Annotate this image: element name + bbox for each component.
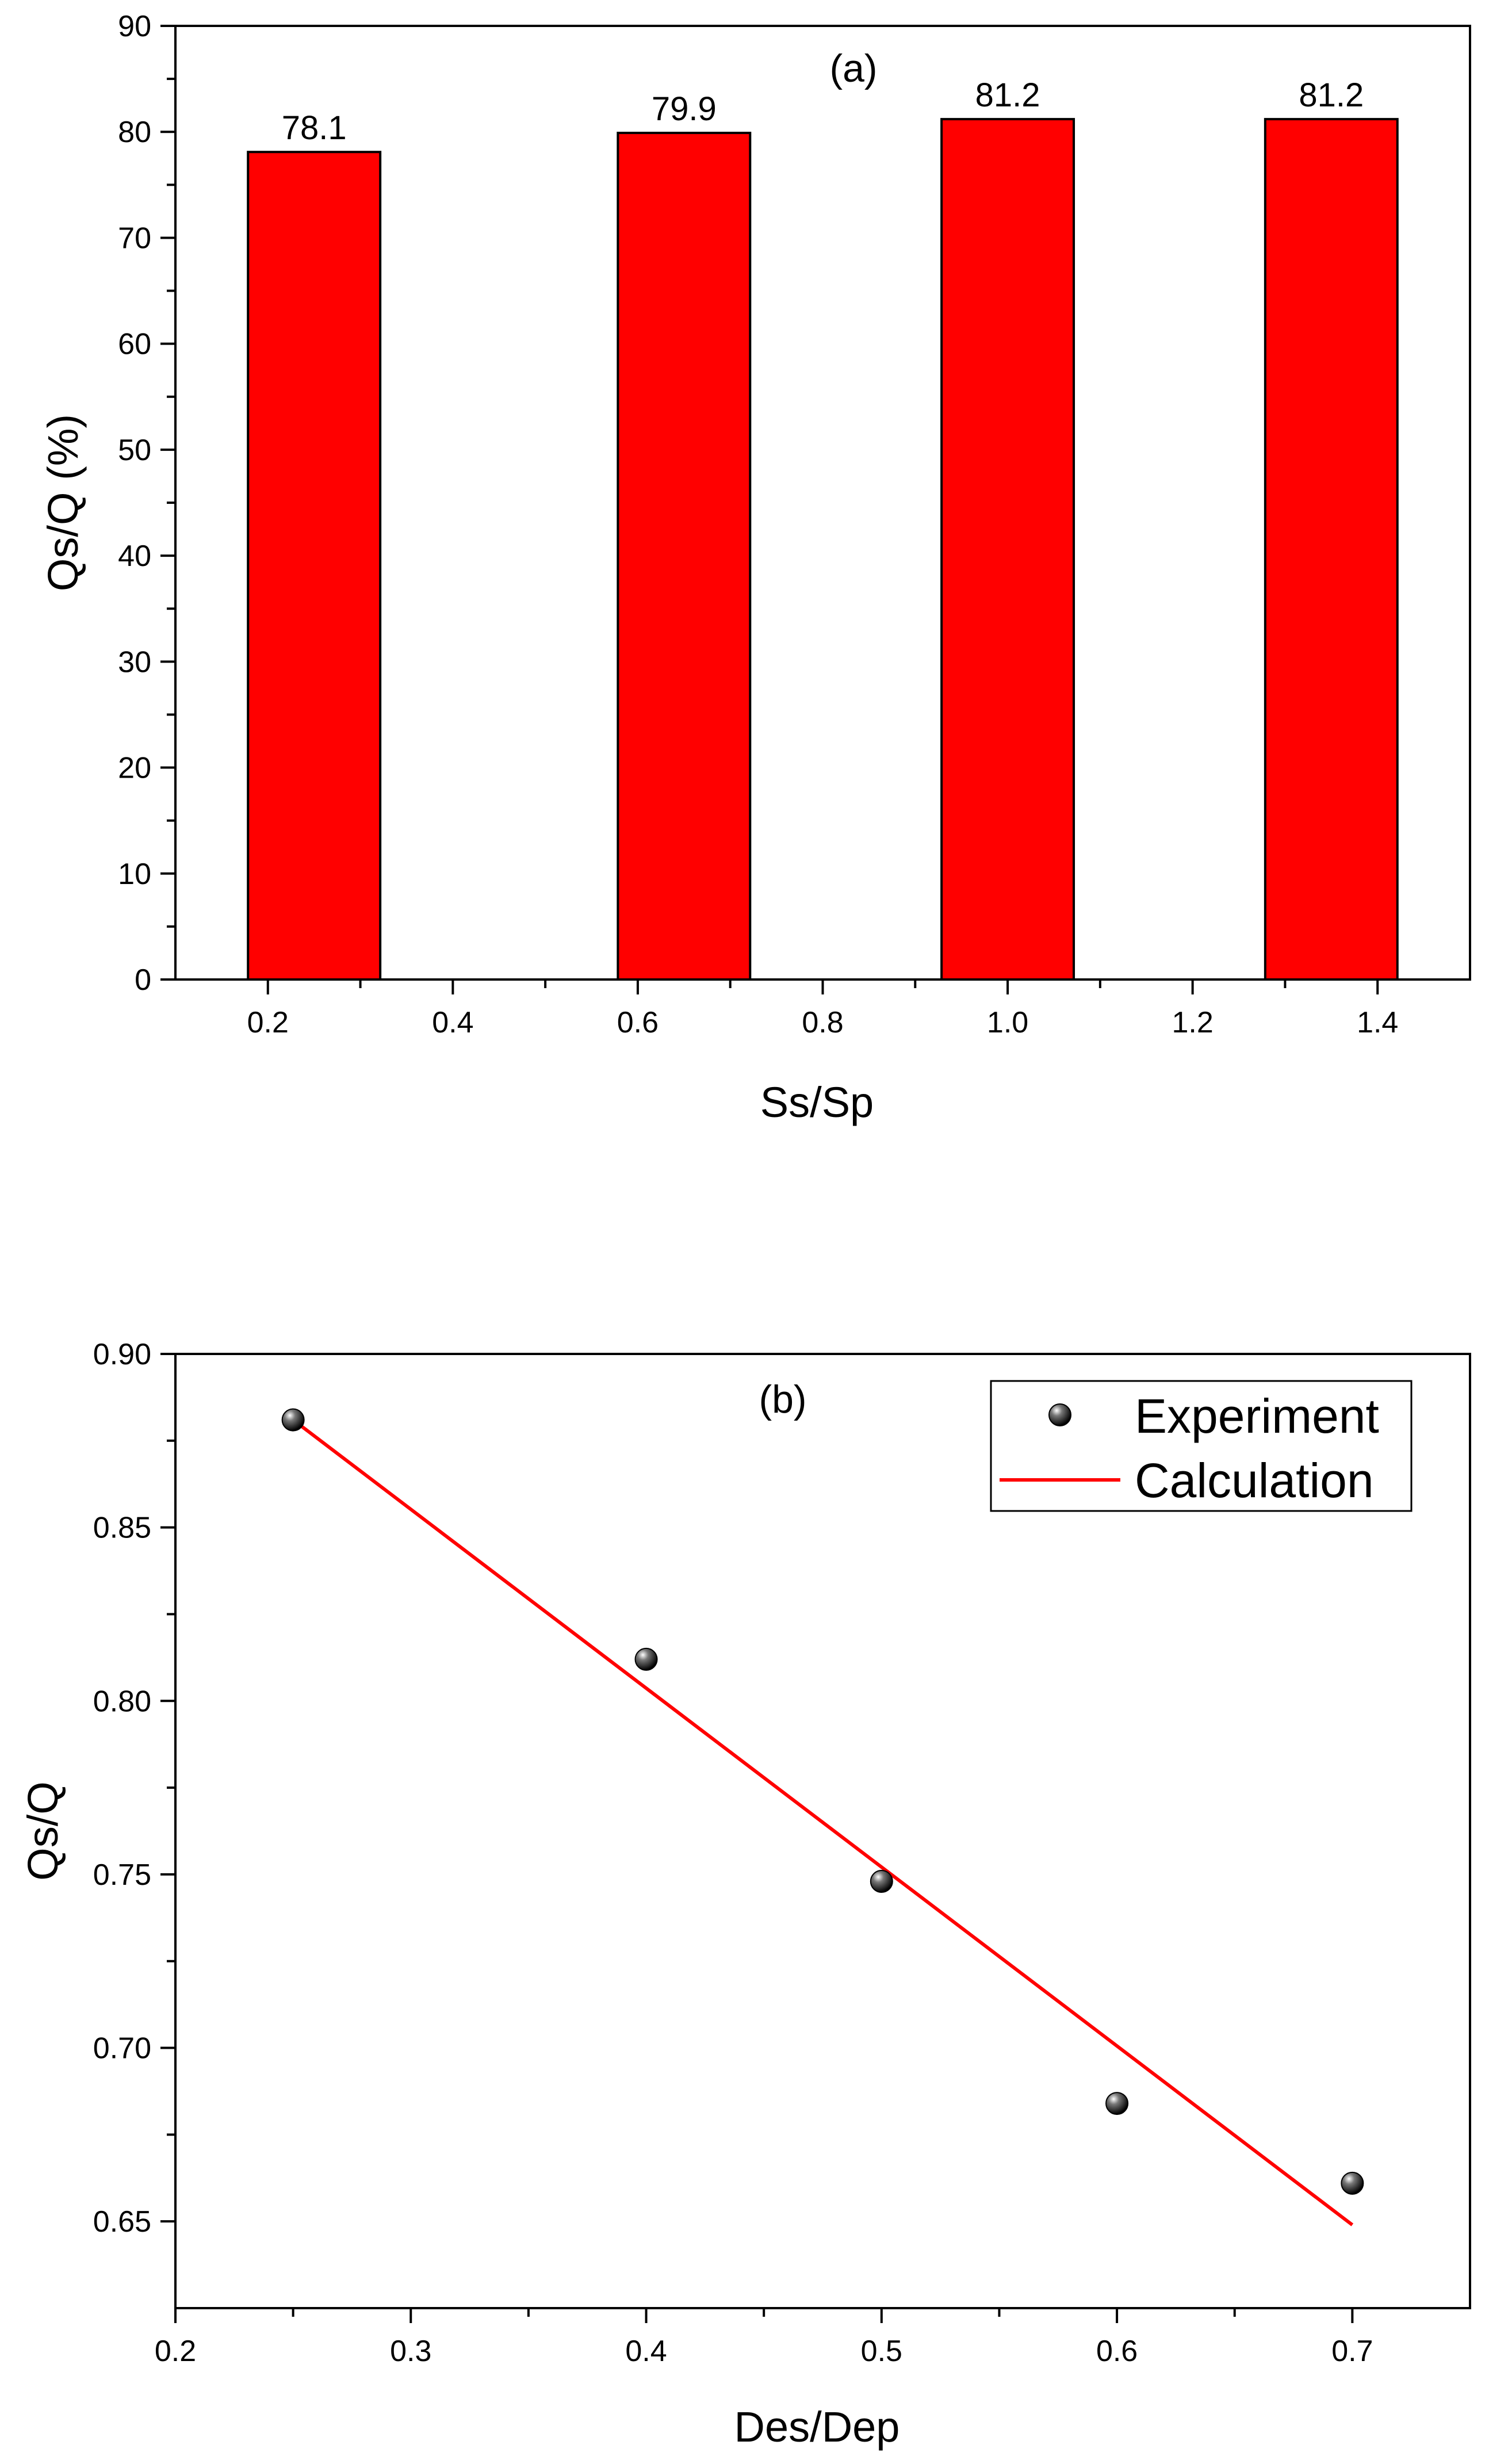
y-axis-a: 0 10 20 30 40 50 60 70 80 90 bbox=[118, 10, 175, 997]
y-tick-label: 0.80 bbox=[93, 1685, 151, 1718]
y-tick-label: 20 bbox=[118, 752, 151, 785]
bar-chart-panel-a: 78.1 79.9 81.2 81.2 0.2 0.4 0.6 0.8 1.0 1.2 1.4 0… bbox=[39, 10, 1471, 1126]
x-tick-label: 0.5 bbox=[861, 2335, 902, 2368]
x-tick-label: 0.7 bbox=[1331, 2335, 1373, 2368]
x-tick-label: 0.8 bbox=[802, 1006, 843, 1039]
x-axis-a: 0.2 0.4 0.6 0.8 1.0 1.2 1.4 bbox=[247, 980, 1398, 1039]
y-tick-label: 30 bbox=[118, 645, 151, 679]
data-point bbox=[870, 1869, 893, 1893]
y-tick-label: 0.75 bbox=[93, 1858, 151, 1892]
x-tick-label: 0.4 bbox=[432, 1006, 473, 1039]
legend-marker-experiment bbox=[1048, 1403, 1071, 1426]
y-axis-title-b: Qs/Q bbox=[19, 1781, 67, 1881]
bars-group bbox=[247, 118, 1399, 981]
data-point bbox=[1105, 2092, 1129, 2115]
y-axis-b: 0.65 0.70 0.75 0.80 0.85 0.90 bbox=[93, 1338, 175, 2239]
x-tick-label: 0.3 bbox=[390, 2335, 431, 2368]
plot-frame-b bbox=[174, 1353, 1471, 2309]
y-tick-label: 0 bbox=[135, 963, 151, 997]
bar bbox=[617, 132, 752, 981]
y-tick-label: 80 bbox=[118, 116, 151, 149]
panel-label-b: (b) bbox=[759, 1378, 806, 1421]
x-tick-label: 0.6 bbox=[1096, 2335, 1138, 2368]
y-tick-label: 50 bbox=[118, 434, 151, 467]
x-tick-label: 0.2 bbox=[155, 2335, 196, 2368]
y-tick-label: 0.85 bbox=[93, 1512, 151, 1545]
data-point bbox=[1341, 2171, 1364, 2195]
y-axis-title-a: Qs/Q (%) bbox=[39, 414, 87, 591]
x-axis-b: 0.2 0.3 0.4 0.5 0.6 0.7 bbox=[155, 2308, 1373, 2368]
bar-value-labels: 78.1 79.9 81.2 81.2 bbox=[282, 76, 1364, 147]
panel-label-a: (a) bbox=[829, 47, 877, 90]
bar bbox=[940, 118, 1075, 981]
experiment-points bbox=[281, 1408, 1364, 2195]
y-tick-label: 0.70 bbox=[93, 2032, 151, 2065]
x-tick-label: 1.4 bbox=[1357, 1006, 1398, 1039]
x-axis-title-b: Des/Dep bbox=[734, 2403, 900, 2451]
x-axis-title-a: Ss/Sp bbox=[760, 1078, 874, 1126]
x-tick-label: 1.0 bbox=[987, 1006, 1028, 1039]
y-tick-label: 40 bbox=[118, 540, 151, 573]
data-point bbox=[634, 1647, 658, 1671]
y-tick-label: 90 bbox=[118, 10, 151, 43]
x-tick-label: 0.2 bbox=[247, 1006, 289, 1039]
calculation-line bbox=[292, 1418, 1354, 2226]
scatter-chart-panel-b: 0.2 0.3 0.4 0.5 0.6 0.7 0.650.700.750.800.850… bbox=[19, 1338, 1471, 2451]
bar-value-label: 78.1 bbox=[282, 109, 347, 147]
y-tick-label: 70 bbox=[118, 221, 151, 255]
bar-value-label: 81.2 bbox=[1299, 76, 1364, 114]
legend-box bbox=[990, 1380, 1413, 1512]
data-point bbox=[281, 1408, 305, 1432]
y-tick-label: 0.65 bbox=[93, 2205, 151, 2239]
legend-label-calculation: Calculation bbox=[1135, 1453, 1374, 1508]
bar-value-label: 81.2 bbox=[975, 76, 1040, 114]
y-tick-label: 10 bbox=[118, 858, 151, 891]
legend-label-experiment: Experiment bbox=[1135, 1389, 1379, 1443]
bar-value-label: 79.9 bbox=[652, 90, 717, 128]
x-tick-label: 0.6 bbox=[617, 1006, 659, 1039]
bar bbox=[1264, 118, 1399, 981]
y-tick-label: 0.90 bbox=[93, 1338, 151, 1371]
y-tick-label: 60 bbox=[118, 328, 151, 361]
x-tick-label: 1.2 bbox=[1172, 1006, 1213, 1039]
x-tick-label: 0.4 bbox=[625, 2335, 667, 2368]
bar bbox=[247, 151, 382, 981]
legend: Experiment Calculation bbox=[990, 1380, 1413, 1512]
